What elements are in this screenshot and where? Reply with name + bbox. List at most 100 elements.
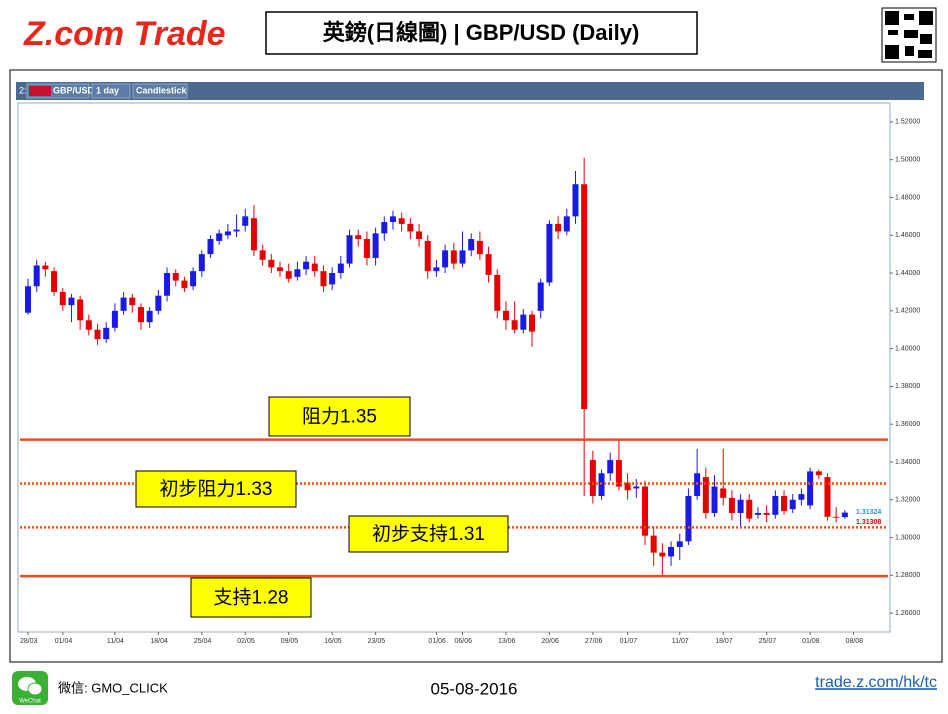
candle-body [659,552,666,557]
x-tick-label: 16/05 [324,638,342,645]
candle-body [641,486,648,536]
candle-body [250,218,257,251]
toolbar [16,82,924,100]
y-tick-label: 1.42000 [895,308,920,315]
candle-body [85,320,92,330]
candle-body [476,240,483,255]
link[interactable]: trade.z.com/hk/tc [815,674,937,691]
date: 05-08-2016 [431,679,518,698]
x-tick-label: 11/04 [107,638,124,645]
x-tick-label: 01/08 [802,638,820,645]
x-tick-label: 27/06 [585,638,603,645]
candle-body [277,267,284,272]
candle-body [555,223,562,232]
x-tick-label: 23/05 [368,638,386,645]
logo: Z.com Trade [23,15,226,53]
candle-body [763,512,770,515]
candle-body [51,271,58,292]
candle-body [798,494,805,500]
x-tick-label: 09/05 [281,638,299,645]
candle-body [42,265,49,270]
y-tick-label: 1.38000 [895,383,920,390]
candle-body [77,299,84,321]
candle-body [502,310,509,321]
candle-body [363,239,370,258]
y-tick-label: 1.52000 [895,119,920,126]
x-tick-label: 01/06 [428,638,446,645]
candle-body [711,486,718,513]
candle-body [190,271,197,287]
candle-body [329,273,336,285]
candle-body [563,216,570,232]
candle-body [668,546,675,557]
candle-body [259,250,266,260]
x-tick-label: 25/04 [194,638,212,645]
candle-body [615,460,622,487]
candle-body [355,235,362,240]
candle-body [624,482,631,491]
style-button[interactable] [132,83,188,99]
level-label: 初步支持1.31 [372,523,485,545]
toolbar-symbol: GBP/USD [53,85,95,95]
candle-body [772,495,779,515]
candle-body [164,273,171,296]
candle-body [807,471,814,506]
x-tick-label: 08/08 [846,638,864,645]
x-tick-label: 02/05 [237,638,255,645]
candle-body [450,250,457,264]
candle-body [529,314,536,332]
candle-body [303,261,310,270]
x-tick-label: 01/04 [55,638,73,645]
candle-body [59,291,66,306]
qr-code [881,7,937,63]
candle-body [372,233,379,258]
candle-body [207,239,214,255]
candle-body [702,477,709,513]
plot-area [17,102,891,633]
candle-body [285,271,292,279]
candle-body [746,499,753,519]
candle-body [581,184,588,410]
level-label-box [348,515,509,553]
y-tick-label: 1.34000 [895,459,920,466]
y-tick-label: 1.26000 [895,610,920,617]
candle-body [720,488,727,498]
x-tick-label: 25/07 [759,638,777,645]
candle-body [146,310,153,323]
candle-body [607,460,614,474]
y-tick-label: 1.30000 [895,534,920,541]
candle-body [381,222,388,234]
y-tick-label: 1.32000 [895,497,920,504]
toolbar-index: 2: [19,85,27,95]
candle-body [781,495,788,512]
candle-body [485,254,492,275]
wechat-label: WeChat [19,699,41,705]
period-button[interactable] [91,83,131,99]
x-tick-label: 20/06 [541,638,559,645]
candle-body [68,297,75,306]
candle-body [103,327,110,340]
candle-body [120,297,127,311]
candle-body [33,265,40,287]
level-label: 阻力1.35 [302,406,377,428]
y-tick-label: 1.36000 [895,421,920,428]
candle-body [233,229,240,232]
last-price-label: 1.31308 [856,519,881,526]
y-tick-label: 1.40000 [895,345,920,352]
toolbar-style: Candlestick [136,85,188,95]
candle-body [468,239,475,251]
x-tick-label: 06/06 [455,638,473,645]
candle-body [789,499,796,510]
candle-body [407,223,414,232]
x-tick-label: 01/07 [620,638,638,645]
candle-body [546,223,553,283]
candle-body [25,286,31,313]
candle-body [242,216,249,226]
level-label-box [268,396,411,437]
x-tick-label: 28/03 [20,638,38,645]
y-tick-label: 1.48000 [895,194,920,201]
flag [29,86,51,96]
candle-body [841,512,848,518]
